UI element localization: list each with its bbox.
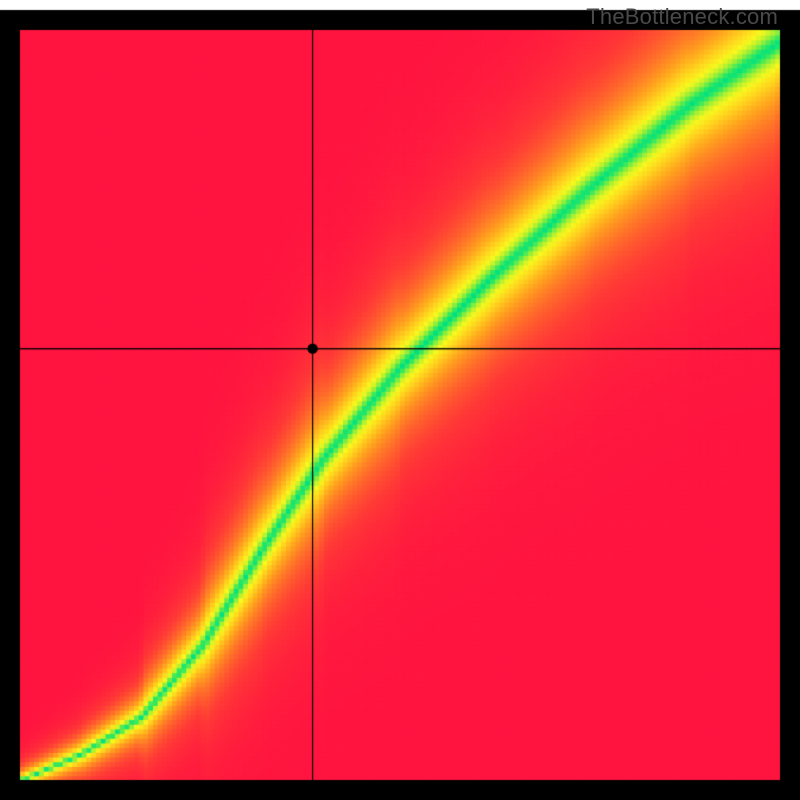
watermark-text: TheBottleneck.com: [586, 4, 778, 30]
bottleneck-heatmap: [0, 0, 800, 800]
chart-container: TheBottleneck.com: [0, 0, 800, 800]
